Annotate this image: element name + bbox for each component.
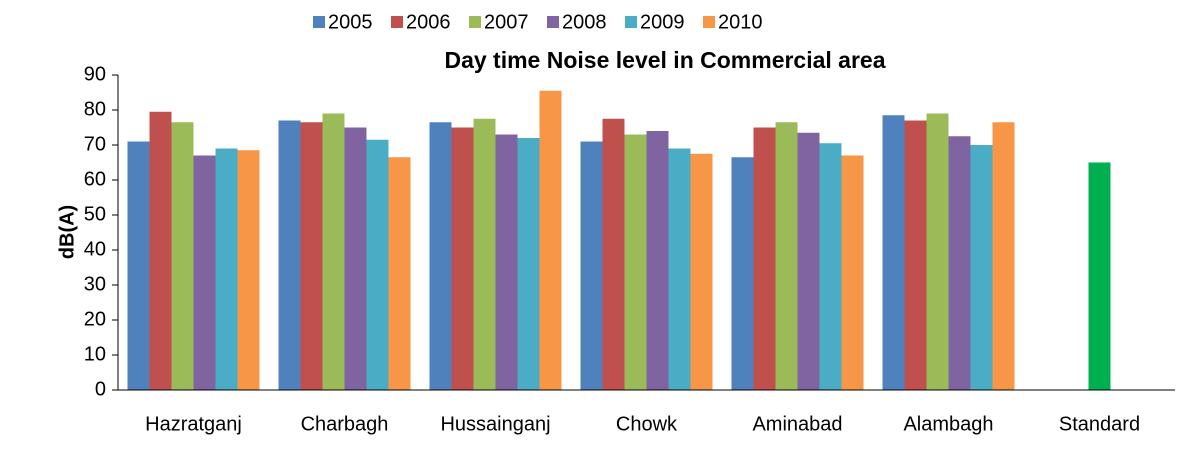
legend-swatch — [703, 16, 715, 28]
bar — [451, 127, 474, 390]
bar — [690, 153, 713, 390]
y-axis-label: dB(A) — [56, 205, 78, 259]
y-tick-label: 90 — [84, 63, 106, 85]
y-tick-label: 10 — [84, 343, 106, 365]
bar — [322, 113, 345, 390]
bar — [366, 139, 389, 390]
x-tick-label: Alambagh — [903, 413, 993, 435]
bar — [819, 143, 842, 390]
bar — [171, 122, 194, 390]
bar — [388, 157, 411, 390]
legend-label: 2007 — [484, 11, 529, 33]
legend-label: 2010 — [718, 11, 763, 33]
y-tick-label: 80 — [84, 98, 106, 120]
bar — [602, 118, 625, 390]
legend-swatch — [625, 16, 637, 28]
bar — [882, 115, 905, 390]
bar — [668, 148, 691, 390]
bar — [731, 157, 754, 390]
x-tick-label: Hazratganj — [145, 413, 242, 435]
chart-title: Day time Noise level in Commercial area — [444, 47, 885, 73]
bar — [517, 138, 540, 390]
bar — [580, 141, 603, 390]
bar — [495, 134, 518, 390]
legend-swatch — [469, 16, 481, 28]
x-tick-label: Charbagh — [301, 413, 389, 435]
legend-swatch — [391, 16, 403, 28]
legend-label: 2006 — [406, 11, 451, 33]
bar — [237, 150, 260, 390]
bar — [149, 111, 172, 390]
y-tick-label: 30 — [84, 273, 106, 295]
x-tick-label: Aminabad — [752, 413, 842, 435]
bar — [193, 155, 216, 390]
x-tick-label: Standard — [1059, 413, 1140, 435]
bar — [775, 122, 798, 390]
legend-swatch — [313, 16, 325, 28]
bar — [797, 132, 820, 390]
bar — [473, 118, 496, 390]
x-tick-label: Chowk — [616, 413, 678, 435]
y-tick-label: 60 — [84, 168, 106, 190]
bar — [841, 155, 864, 390]
bar — [970, 145, 993, 390]
y-tick-label: 70 — [84, 133, 106, 155]
bar — [646, 131, 669, 390]
bar — [215, 148, 238, 390]
x-tick-label: Hussainganj — [440, 413, 550, 435]
bar — [300, 122, 323, 390]
y-tick-label: 0 — [95, 378, 106, 400]
legend-label: 2008 — [562, 11, 607, 33]
bar — [624, 134, 647, 390]
bar — [429, 122, 452, 390]
bar — [948, 136, 971, 390]
bar — [926, 113, 949, 390]
legend-label: 2009 — [640, 11, 685, 33]
bar — [992, 122, 1015, 390]
y-tick-label: 40 — [84, 238, 106, 260]
legend-label: 2005 — [328, 11, 373, 33]
legend-swatch — [547, 16, 559, 28]
bar — [127, 141, 150, 390]
bar — [753, 127, 776, 390]
bar — [539, 90, 562, 390]
y-tick-label: 50 — [84, 203, 106, 225]
bar — [278, 120, 301, 390]
bar — [904, 120, 927, 390]
y-tick-label: 20 — [84, 308, 106, 330]
bar — [344, 127, 367, 390]
bar — [1088, 162, 1111, 390]
